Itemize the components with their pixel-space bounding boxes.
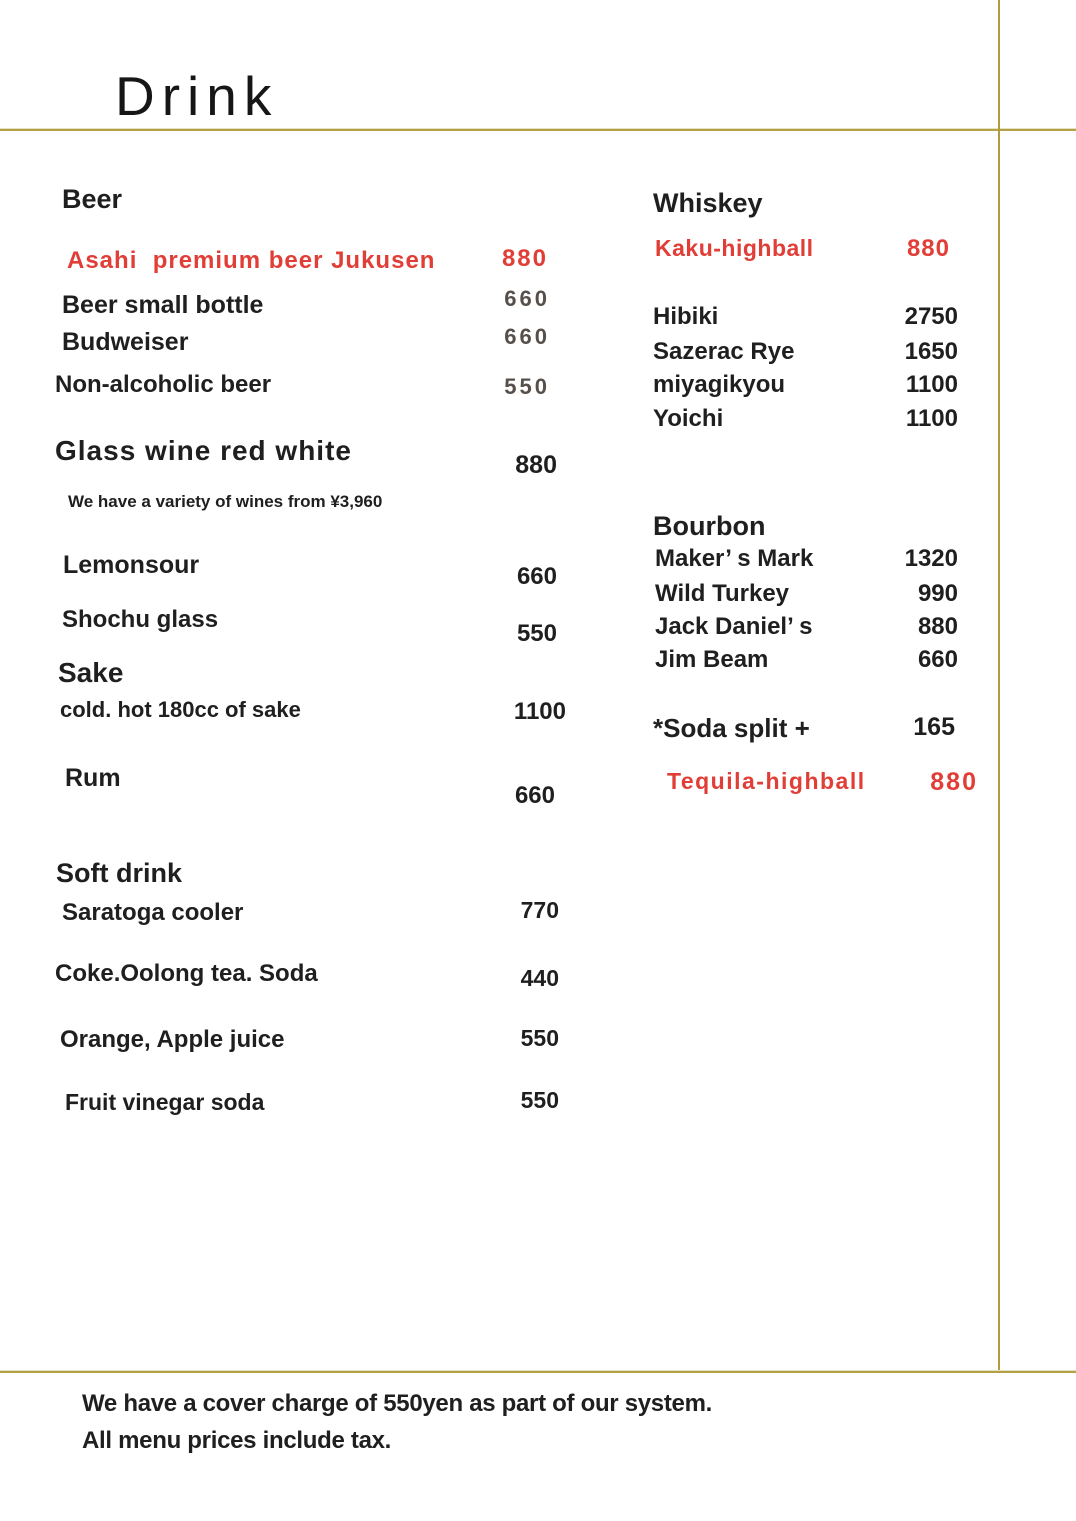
menu-item-name: Fruit vinegar soda: [65, 1089, 265, 1115]
menu-item-price: 1100: [513, 698, 566, 725]
menu-item-price: 1320: [904, 545, 958, 572]
menu-item-price: 550: [516, 620, 557, 647]
menu-item-name: Budweiser: [62, 328, 189, 356]
menu-item-name: Wild Turkey: [655, 580, 790, 607]
menu-item-name: Kaku-highball: [655, 235, 814, 261]
menu-item-price: 770: [520, 897, 559, 923]
menu-item-price: 1100: [905, 371, 958, 398]
section-heading-soft-drink: Soft drink: [56, 858, 182, 888]
menu-item-name: Beer small bottle: [62, 291, 264, 319]
menu-item-name: Orange, Apple juice: [60, 1026, 285, 1053]
menu-item-price: 660: [516, 563, 557, 590]
menu-item-price: 165: [913, 713, 955, 741]
menu-item-name: Lemonsour: [63, 551, 200, 579]
menu-item-name: Non-alcoholic beer: [55, 371, 272, 398]
menu-item-name: Yoichi: [653, 405, 724, 432]
footer-note-line1: We have a cover charge of 550yen as part…: [82, 1390, 713, 1417]
section-heading-beer: Beer: [62, 184, 123, 214]
section-heading-bourbon: Bourbon: [653, 511, 766, 541]
menu-item-name: Shochu glass: [62, 606, 219, 633]
menu-item-price: 550: [520, 1025, 559, 1051]
section-heading-whiskey: Whiskey: [653, 188, 763, 218]
menu-item-name: Rum: [65, 764, 121, 792]
menu-item-name: *Soda split +: [653, 713, 810, 743]
menu-item-name: Jim Beam: [655, 646, 769, 673]
menu-item-name: Jack Daniel’ s: [655, 613, 813, 640]
menu-item-price: 1650: [904, 338, 958, 365]
wine-note: We have a variety of wines from ¥3,960: [68, 492, 383, 511]
footer-rule: [0, 1371, 1076, 1373]
menu-item-price: 880: [501, 245, 548, 272]
menu-item-price: 880: [930, 768, 978, 796]
menu-item-name: Coke.Oolong tea. Soda: [55, 960, 318, 987]
menu-item-price: 880: [515, 451, 557, 479]
menu-item-price: 660: [917, 646, 958, 673]
menu-item-name: miyagikyou: [653, 371, 786, 398]
menu-item-name: Tequila-highball: [667, 768, 866, 794]
section-heading-sake: Sake: [58, 657, 124, 688]
menu-item-name: Asahi premium beer Jukusen: [67, 247, 436, 274]
menu-item-name: Hibiki: [653, 303, 719, 330]
menu-item-name: Saratoga cooler: [62, 899, 244, 926]
menu-item-price: 880: [917, 613, 958, 640]
menu-item-price: 550: [504, 374, 550, 399]
top-rule: [0, 129, 1076, 131]
menu-item-price: 440: [520, 965, 559, 991]
menu-item-price: 660: [504, 324, 550, 349]
vertical-rule: [998, 0, 1000, 1372]
menu-item-price: 990: [917, 580, 958, 607]
menu-item-name: Sazerac Rye: [653, 338, 795, 365]
menu-item-price: 660: [514, 782, 555, 809]
menu-item-price: 660: [504, 286, 550, 311]
menu-item-price: 880: [906, 235, 950, 262]
page-title: Drink: [115, 65, 279, 127]
section-heading-glass-wine: Glass wine red white: [55, 435, 352, 466]
footer-note-line2: All menu prices include tax.: [82, 1427, 392, 1454]
menu-item-name: cold. hot 180cc of sake: [60, 697, 301, 722]
menu-item-name: Maker’ s Mark: [655, 545, 814, 572]
menu-item-price: 1100: [905, 405, 958, 432]
menu-item-price: 550: [520, 1087, 559, 1113]
menu-item-price: 2750: [904, 303, 958, 330]
